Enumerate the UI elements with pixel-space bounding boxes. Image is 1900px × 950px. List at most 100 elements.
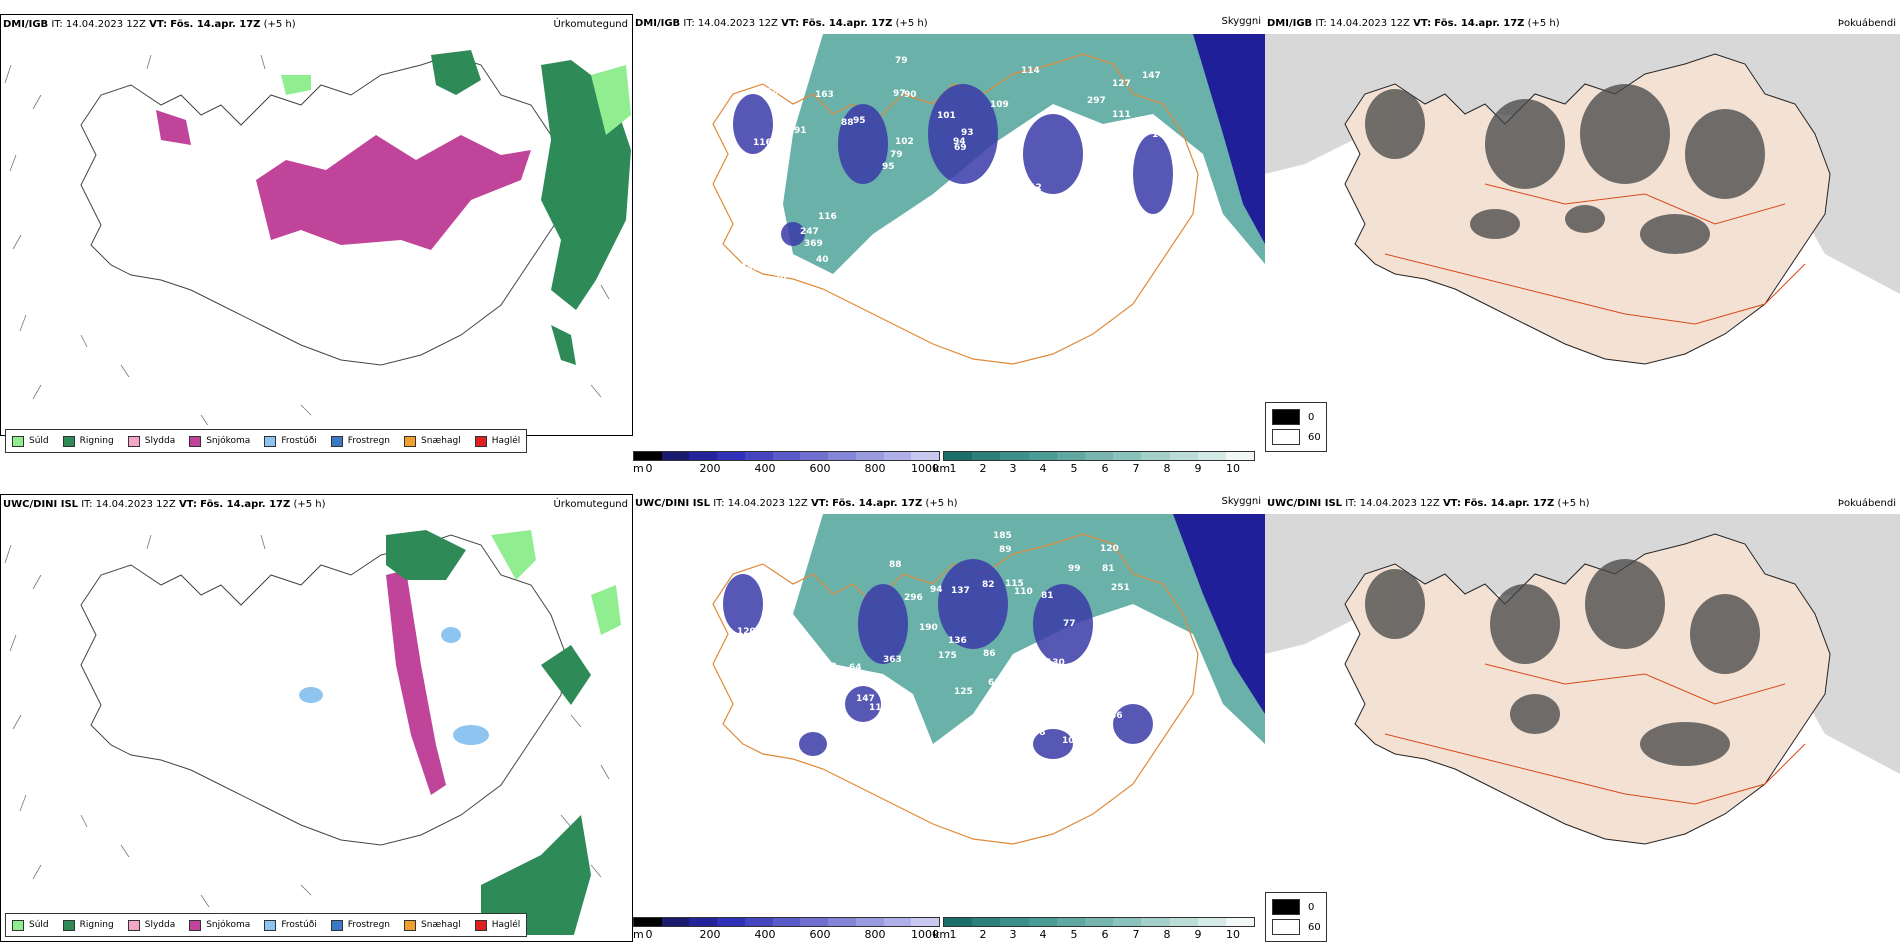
visibility-value-label: 230 xyxy=(740,263,759,273)
visibility-value-label: 64 xyxy=(849,663,862,673)
visibility-value-label: 251 xyxy=(1111,583,1130,593)
visibility-value-label: 80 xyxy=(932,227,945,237)
legend-item: Snæhagl xyxy=(404,435,461,447)
legend-swatch xyxy=(189,435,202,447)
fog-legend-row: 60 xyxy=(1272,429,1321,445)
visibility-value-label: 95 xyxy=(853,116,866,126)
panel-title: Þokuábendi xyxy=(1837,498,1896,509)
colorbar-ticks: km 1 2 3 4 5 6 7 8 9 10 xyxy=(933,927,1255,941)
legend-item: Frostregn xyxy=(330,919,390,931)
visibility-value-label: 363 xyxy=(883,655,902,665)
colorbar-tick: 6 xyxy=(1101,928,1109,941)
visibility-value-label: 30 xyxy=(774,274,787,284)
visibility-value-label: 66 xyxy=(1110,711,1123,721)
precip-drizzle xyxy=(491,530,621,635)
colorbar-tick: 6 xyxy=(1101,462,1109,475)
colorbar-tick: 9 xyxy=(1194,462,1202,475)
visibility-labels: 84 98 66 104 66 52 92 64 81 94 110 106 113 88 86 281 130… xyxy=(737,531,1165,765)
fog-panel-dmi: DMI/IGB IT: 14.04.2023 12Z VT: Fös. 14.a… xyxy=(1265,14,1900,460)
panel-title: Þokuábendi xyxy=(1837,18,1896,29)
visibility-value-label: 89 xyxy=(999,545,1012,555)
visibility-value-label: 81 xyxy=(1102,564,1115,574)
visibility-value-label: 101 xyxy=(937,111,956,121)
precip-drizzle xyxy=(281,65,631,135)
precip-snow xyxy=(156,110,531,250)
colorbar-tick: 1 xyxy=(949,928,957,941)
visibility-value-label: 112 xyxy=(1023,183,1042,193)
colorbar-tick: 3 xyxy=(1009,928,1017,941)
visibility-value-label: 147 xyxy=(1142,71,1161,81)
visibility-value-label: 40 xyxy=(816,255,829,265)
colorbar-tick: 1000 xyxy=(911,462,939,475)
precip-freezing xyxy=(299,627,489,745)
visibility-value-label: 174 xyxy=(1114,645,1133,655)
visibility-value-label: 95 xyxy=(882,162,895,172)
visibility-value-label: 66 xyxy=(988,678,1001,688)
visibility-value-label: 81 xyxy=(1041,591,1054,601)
legend-swatch xyxy=(62,919,75,931)
visibility-value-label: 104 xyxy=(1105,259,1124,269)
precip-rain xyxy=(386,530,591,935)
valid-time: Fös. 14.apr. 17Z xyxy=(170,19,261,30)
low-visibility-blobs xyxy=(723,559,1153,759)
colorbar-strip xyxy=(943,917,1255,927)
legend-item: Snjókoma xyxy=(189,919,250,931)
visibility-value-label: 368 xyxy=(760,87,779,97)
visibility-value-label: 86 xyxy=(983,649,996,659)
visibility-value-label: 127 xyxy=(1112,79,1131,89)
visibility-value-label: 137 xyxy=(951,586,970,596)
legend-swatch xyxy=(330,435,343,447)
fog-dark-areas xyxy=(1365,84,1765,254)
legend-item: Snjókoma xyxy=(189,435,250,447)
legend-item: Frostúði xyxy=(264,919,317,931)
legend-item: Haglél xyxy=(474,435,520,447)
visibility-colorbar-km: km 1 2 3 4 5 6 7 8 9 10 xyxy=(933,917,1255,941)
colorbar-tick: 400 xyxy=(754,462,776,475)
colorbar-tick: 8 xyxy=(1163,462,1171,475)
legend-item: Frostúði xyxy=(264,435,317,447)
legend-swatch xyxy=(1272,919,1300,935)
precip-map-dmi xyxy=(4,50,631,425)
fog-legend: 0 60 xyxy=(1265,402,1327,452)
visibility-value-label: 190 xyxy=(919,623,938,633)
wind-barbs xyxy=(4,54,610,425)
visibility-value-label: 98 xyxy=(1033,728,1046,738)
colorbar-tick: 10 xyxy=(1226,928,1240,941)
visibility-map-uwc: 84 98 66 104 66 52 92 64 81 94 110 106 113 88 86 281 130… xyxy=(712,514,1265,845)
visibility-value-label: 110 xyxy=(898,236,917,246)
legend-item: Súld xyxy=(12,435,49,447)
visibility-value-label: 136 xyxy=(736,249,755,259)
visibility-value-label: 102 xyxy=(895,137,914,147)
model-name: DMI/IGB xyxy=(3,19,49,30)
visibility-value-label: 84 xyxy=(996,205,1009,215)
visibility-value-label: 148 xyxy=(890,228,909,238)
legend-swatch xyxy=(1272,429,1300,445)
init-time: IT: 14.04.2023 12Z xyxy=(51,19,146,30)
visibility-value-label: 232 xyxy=(818,662,837,672)
panel-header: DMI/IGB IT: 14.04.2023 12Z VT: Fös. 14.a… xyxy=(3,19,296,30)
precip-map-uwc xyxy=(4,530,621,935)
panel-header: UWC/DINI ISL IT: 14.04.2023 12Z VT: Fös.… xyxy=(1267,498,1590,509)
visibility-value-label: 91 xyxy=(794,126,807,136)
visibility-value-label: 90 xyxy=(904,90,917,100)
visibility-value-label: 124 xyxy=(1071,258,1090,268)
visibility-value-label: 295 xyxy=(1104,655,1123,665)
visibility-value-label: 113 xyxy=(869,703,888,713)
visibility-value-label: 125 xyxy=(954,687,973,697)
visibility-value-label: 91 xyxy=(872,681,885,691)
colorbar-ticks: m 0 200 400 600 800 1000 xyxy=(633,927,940,941)
visibility-value-label: 115 xyxy=(1005,579,1024,589)
valid-label: VT: xyxy=(149,19,168,30)
legend-item: Rigning xyxy=(62,435,114,447)
visibility-value-label: 77 xyxy=(1063,619,1076,629)
visibility-value-label: 92 xyxy=(795,720,808,730)
visibility-value-label: 79 xyxy=(890,150,903,160)
visibility-panel-uwc: UWC/DINI ISL IT: 14.04.2023 12Z VT: Fös.… xyxy=(633,494,1265,941)
visibility-value-label: 109 xyxy=(990,100,1009,110)
visibility-value-label: 281 xyxy=(757,692,776,702)
colorbar-tick: 400 xyxy=(754,928,776,941)
legend-swatch xyxy=(1272,409,1300,425)
colorbar-tick: 5 xyxy=(1070,928,1078,941)
colorbar-tick: 600 xyxy=(809,462,831,475)
visibility-value-label: 50 xyxy=(1028,186,1041,196)
